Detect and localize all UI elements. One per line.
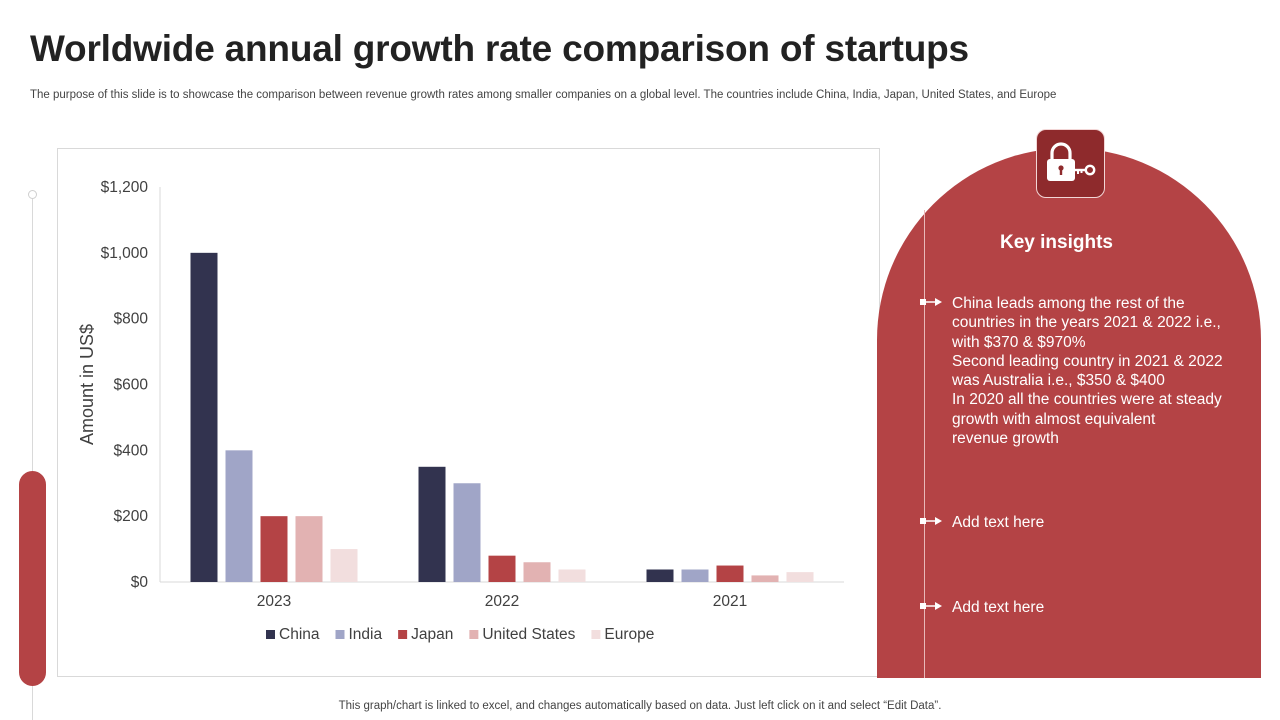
legend-label: China xyxy=(279,626,320,643)
lock-key-icon xyxy=(1036,129,1105,198)
insight-line: Second leading country in 2021 & 2022 xyxy=(952,352,1223,370)
page-subtitle: The purpose of this slide is to showcase… xyxy=(30,89,1057,101)
insights-panel xyxy=(877,148,1261,678)
insight-line: was Australia i.e., $350 & $400 xyxy=(952,372,1165,390)
y-tick-label: $1,000 xyxy=(101,245,149,262)
insights-title: Key insights xyxy=(1000,232,1113,253)
y-tick-label: $800 xyxy=(114,311,149,328)
decorative-pill xyxy=(19,471,46,686)
legend-swatch xyxy=(335,630,345,639)
bar-united-states-2022 xyxy=(523,562,551,582)
insight-line: China leads among the rest of the xyxy=(952,295,1185,312)
insight-line: growth with almost equivalent xyxy=(952,410,1156,428)
arrow-bullet-icon xyxy=(920,602,942,610)
y-axis-title: Amount in US$ xyxy=(77,324,97,445)
bar-china-2021 xyxy=(646,569,674,582)
bar-europe-2021 xyxy=(786,572,814,582)
insight-item-1[interactable]: China leads among the rest of the countr… xyxy=(952,294,1223,448)
y-tick-label: $400 xyxy=(114,442,149,459)
bar-japan-2021 xyxy=(716,565,744,582)
y-tick-label: $600 xyxy=(114,377,149,394)
y-tick-label: $200 xyxy=(114,508,149,525)
arrow-bullet-icon xyxy=(920,517,942,525)
legend-swatch xyxy=(266,630,275,639)
legend-label: India xyxy=(349,626,383,643)
legend-swatch xyxy=(591,630,601,639)
insights-timeline-line xyxy=(924,210,925,678)
bar-china-2022 xyxy=(418,466,446,582)
legend-label: United States xyxy=(482,626,575,643)
insight-line: Add text here xyxy=(952,514,1045,531)
y-tick-label: $1,200 xyxy=(101,179,149,196)
bar-japan-2022 xyxy=(488,555,516,582)
arrow-bullet-icon xyxy=(920,298,942,306)
legend-label: Japan xyxy=(411,626,453,643)
bar-chart[interactable]: $0 $200 $400 $600 $800 $1,000 $1,200 Amount in … xyxy=(57,148,879,676)
y-tick-label: $0 xyxy=(131,574,149,591)
legend-label: Europe xyxy=(604,626,654,643)
bar-europe-2022 xyxy=(558,569,586,582)
bar-europe-2023 xyxy=(330,549,358,582)
insight-item-2[interactable]: Add text here xyxy=(952,513,1044,532)
insight-line: In 2020 all the countries were at steady xyxy=(952,391,1222,409)
bar-india-2021 xyxy=(681,569,709,582)
insight-line: Add text here xyxy=(952,599,1045,616)
page-title: Worldwide annual growth rate comparison … xyxy=(30,28,969,69)
bar-united-states-2023 xyxy=(295,516,323,582)
x-tick-label: 2021 xyxy=(713,593,747,610)
x-tick-label: 2023 xyxy=(257,593,291,610)
bar-china-2023 xyxy=(190,252,218,582)
insight-item-3[interactable]: Add text here xyxy=(952,598,1044,617)
bar-india-2023 xyxy=(225,450,253,582)
legend-swatch xyxy=(469,630,479,639)
bar-united-states-2021 xyxy=(751,575,779,582)
footer-note: This graph/chart is linked to excel, and… xyxy=(338,700,942,712)
x-tick-label: 2022 xyxy=(485,593,519,610)
decorative-vertical-line xyxy=(32,196,33,720)
bar-india-2022 xyxy=(453,483,481,582)
decorative-dot xyxy=(28,190,37,199)
insight-line: with $370 & $970% xyxy=(952,333,1086,351)
legend-swatch xyxy=(398,630,408,639)
insight-line: countries in the years 2021 & 2022 i.e., xyxy=(952,314,1221,332)
insight-line: revenue growth xyxy=(952,430,1059,448)
bar-japan-2023 xyxy=(260,516,288,582)
